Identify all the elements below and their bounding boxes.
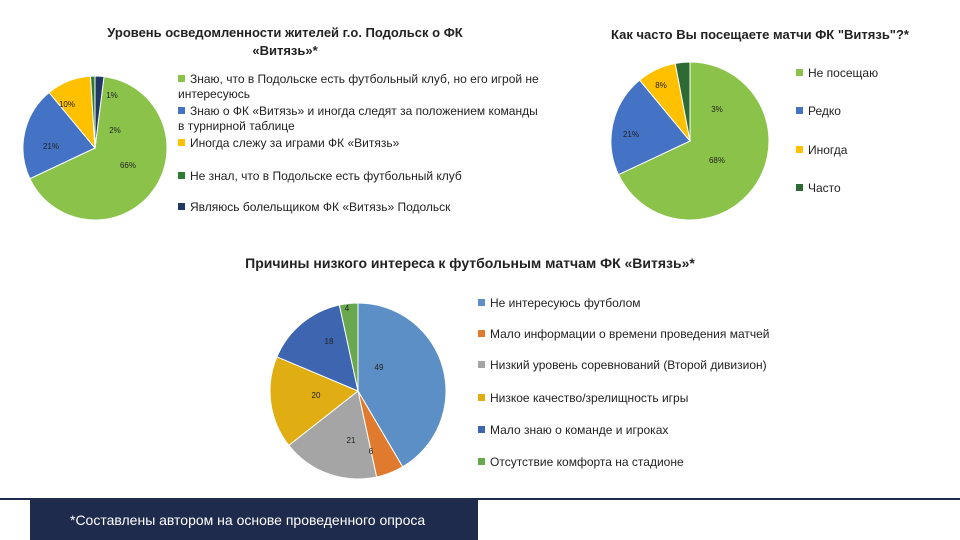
chart3-title: Причины низкого интереса к футбольным ма…: [245, 255, 695, 271]
pie-slice: [610, 79, 691, 176]
pie-data-label: 21%: [43, 142, 59, 151]
pie-slice: [29, 76, 168, 221]
legend-label: Не посещаю: [808, 66, 879, 80]
legend-swatch: [478, 299, 485, 307]
legend-swatch: [478, 458, 485, 466]
pie-data-label: 4: [345, 304, 350, 313]
legend-item: Знаю о ФК «Витязь» и иногда следят за по…: [178, 104, 538, 134]
legend-swatch: [478, 426, 485, 434]
pie-data-label: 6: [369, 447, 374, 456]
legend-label: Редко: [808, 104, 841, 118]
legend-label: Часто: [808, 181, 841, 195]
legend-swatch: [478, 361, 485, 369]
legend-swatch: [178, 203, 185, 211]
pie-data-label: 2%: [109, 126, 121, 135]
legend-item: Иногда слежу за играми ФК «Витязь»: [178, 136, 538, 151]
legend-label: Не знал, что в Подольске есть футбольный…: [190, 169, 462, 183]
pie-slice: [674, 61, 691, 142]
chart1-pie: 66% 21% 10% 1% 2%: [22, 75, 168, 221]
pie-data-label: 8%: [655, 81, 667, 90]
legend-item: Часто: [796, 181, 841, 196]
legend-item: Мало знаю о команде и игроках: [478, 423, 668, 438]
legend-item: Не интересуюсь футболом: [478, 296, 641, 311]
pie-data-label: 1%: [106, 91, 118, 100]
legend-label: Отсутствие комфорта на стадионе: [490, 455, 684, 469]
pie-slice: [357, 302, 447, 468]
pie-data-label: 68%: [709, 156, 725, 165]
chart1-title: Уровень осведомленности жителей г.о. Под…: [107, 25, 463, 58]
legend-swatch: [796, 69, 803, 77]
pie-slice: [288, 390, 378, 480]
pie-data-label: 21%: [623, 130, 639, 139]
legend-item: Иногда: [796, 143, 847, 158]
legend-item: Мало информации о времени проведения мат…: [478, 327, 769, 342]
chart2-pie: 68% 21% 8% 3%: [610, 61, 770, 221]
footer-rule: [0, 498, 960, 500]
footer-note-bar: *Составлены автором на основе проведенно…: [30, 500, 478, 540]
legend-label: Знаю о ФК «Витязь» и иногда следят за по…: [178, 104, 538, 133]
pie-data-label: 21: [347, 436, 356, 445]
pie-slice: [94, 75, 105, 149]
chart2-title: Как часто Вы посещаете матчи ФК "Витязь"…: [611, 27, 909, 42]
pie-data-label: 20: [312, 391, 321, 400]
legend-label: Иногда слежу за играми ФК «Витязь»: [190, 136, 400, 150]
chart3-pie: 49 6 21 20 18 4: [269, 302, 447, 480]
pie-slice: [22, 91, 96, 180]
pie-slice: [269, 356, 359, 447]
footer: *Составлены автором на основе проведенно…: [0, 498, 960, 540]
legend-label: Не интересуюсь футболом: [490, 296, 641, 310]
legend-item: Отсутствие комфорта на стадионе: [478, 455, 684, 470]
pie-data-label: 49: [375, 363, 384, 372]
pie-data-label: 18: [325, 337, 334, 346]
legend-swatch: [178, 172, 185, 180]
pie-slice: [338, 302, 359, 392]
legend-item: Являюсь болельщиком ФК «Витязь» Подольск: [178, 200, 538, 215]
legend-label: Являюсь болельщиком ФК «Витязь» Подольск: [190, 200, 451, 214]
legend-swatch: [178, 75, 185, 83]
legend-swatch: [796, 146, 803, 154]
legend-label: Мало информации о времени проведения мат…: [490, 327, 770, 341]
legend-swatch: [478, 330, 485, 338]
legend-swatch: [478, 394, 485, 402]
pie-data-label: 3%: [711, 105, 723, 114]
legend-swatch: [178, 107, 185, 115]
legend-item: Редко: [796, 104, 841, 119]
legend-item: Низкое качество/зрелищность игры: [478, 391, 688, 406]
pie-data-label: 66%: [120, 161, 136, 170]
legend-swatch: [796, 107, 803, 115]
pie-slice: [276, 304, 359, 392]
legend-swatch: [178, 139, 185, 147]
legend-label: Мало знаю о команде и игроках: [490, 423, 669, 437]
legend-item: Не знал, что в Подольске есть футбольный…: [178, 169, 538, 184]
legend-label: Знаю, что в Подольске есть футбольный кл…: [178, 72, 539, 101]
footer-note: *Составлены автором на основе проведенно…: [70, 512, 426, 528]
legend-label: Низкий уровень соревнований (Второй диви…: [490, 358, 767, 372]
pie-slice: [617, 61, 770, 221]
pie-data-label: 10%: [59, 100, 75, 109]
legend-label: Низкое качество/зрелищность игры: [490, 391, 689, 405]
legend-label: Иногда: [808, 143, 848, 157]
legend-item: Знаю, что в Подольске есть футбольный кл…: [178, 72, 558, 102]
legend-item: Не посещаю: [796, 66, 878, 81]
legend-item: Низкий уровень соревнований (Второй диви…: [478, 358, 767, 373]
legend-swatch: [796, 184, 803, 192]
